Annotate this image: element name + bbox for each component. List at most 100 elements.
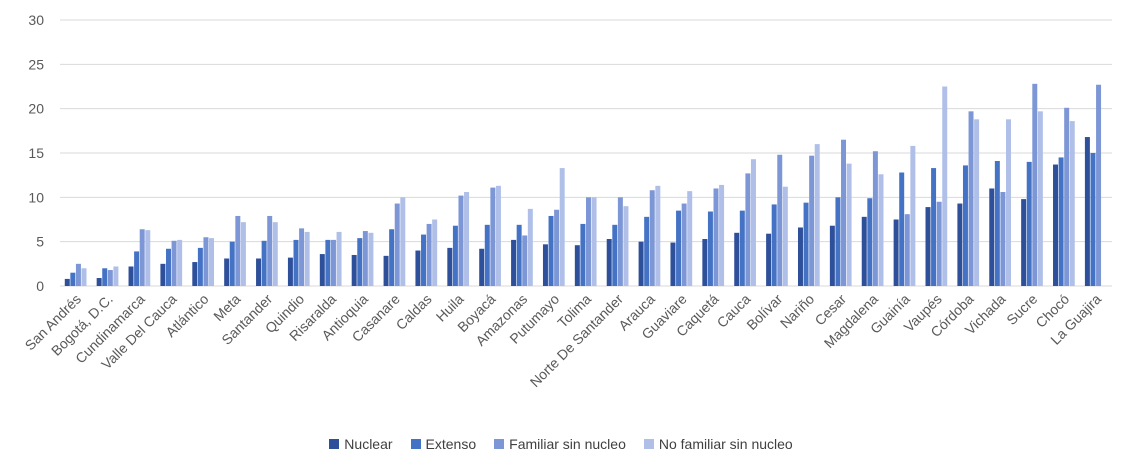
bar: [102, 268, 108, 286]
legend-swatch: [329, 439, 340, 449]
bar: [426, 223, 432, 286]
bar: [542, 244, 548, 286]
y-axis-ticks: 0 5 10 15 20 25 30: [28, 12, 44, 294]
bar: [1064, 107, 1070, 286]
bar: [904, 214, 910, 286]
bar: [1026, 161, 1032, 286]
bar: [707, 211, 713, 286]
bar: [261, 240, 267, 286]
bar: [458, 195, 464, 286]
bar: [128, 266, 134, 286]
bar: [745, 173, 751, 286]
bar: [702, 239, 708, 286]
bar: [325, 239, 331, 286]
bar: [1053, 164, 1058, 286]
bar: [299, 228, 305, 286]
bar: [394, 203, 400, 286]
bar: [606, 239, 612, 286]
bar: [867, 198, 873, 286]
bar: [415, 250, 421, 286]
bar: [713, 188, 719, 286]
bar: [1032, 83, 1038, 286]
bar: [64, 278, 70, 286]
bar: [1006, 119, 1011, 286]
bar: [649, 190, 655, 286]
bar: [490, 187, 496, 286]
bar: [797, 227, 803, 286]
bar: [846, 163, 852, 286]
bar: [878, 174, 884, 286]
bar: [655, 185, 661, 286]
bar: [197, 247, 203, 286]
bar: [942, 86, 948, 286]
bar: [511, 239, 517, 286]
bar: [968, 111, 974, 286]
bar: [644, 216, 650, 286]
bar: [638, 241, 644, 286]
bar: [362, 231, 368, 286]
bar: [612, 224, 618, 286]
y-tick-label: 5: [36, 234, 44, 250]
bar: [145, 230, 151, 286]
bar: [676, 210, 682, 286]
bar: [771, 204, 777, 286]
bar: [452, 225, 458, 286]
bar: [192, 262, 198, 286]
bar: [989, 188, 995, 286]
bar: [1037, 111, 1043, 286]
bar: [1058, 157, 1064, 286]
bar: [522, 235, 528, 286]
bar: [330, 239, 336, 286]
x-tick-label: Caldas: [393, 291, 435, 333]
legend-item: Extenso: [410, 436, 476, 452]
bar: [1084, 137, 1090, 286]
bar: [994, 160, 1000, 286]
legend-label: Nuclear: [344, 436, 393, 452]
bar: [134, 251, 140, 286]
legend-label: No familiar sin nucleo: [658, 436, 793, 452]
bar: [782, 186, 788, 286]
bar: [766, 233, 772, 286]
legend-label: Familiar sin nucleo: [509, 436, 626, 452]
y-tick-label: 10: [28, 189, 44, 205]
bar: [591, 197, 597, 286]
bar: [400, 197, 406, 286]
bar: [113, 266, 119, 286]
bar: [580, 223, 586, 286]
bar: [925, 207, 931, 286]
bar: [899, 172, 905, 286]
y-tick-label: 20: [28, 101, 44, 117]
bar: [931, 168, 937, 286]
bar: [267, 215, 273, 286]
bar: [272, 222, 278, 286]
bar: [554, 209, 560, 286]
x-tick-label: Nariño: [777, 291, 818, 332]
bar: [936, 201, 942, 286]
bar: [574, 245, 580, 286]
bar: [139, 229, 145, 286]
legend-swatch: [494, 439, 505, 449]
y-tick-label: 0: [36, 278, 44, 294]
bar: [829, 225, 835, 286]
bar: [623, 206, 629, 286]
bar: [177, 239, 183, 286]
bar: [447, 247, 453, 286]
x-tick-label: Bolívar: [743, 291, 785, 333]
bar: [479, 248, 485, 286]
y-tick-label: 15: [28, 145, 44, 161]
bar: [351, 254, 357, 286]
bar: [229, 241, 235, 286]
bar: [495, 185, 501, 286]
bar: [1090, 153, 1096, 286]
bar: [719, 184, 725, 286]
bar: [617, 197, 623, 286]
bar: [957, 203, 963, 286]
bar: [432, 219, 438, 286]
bar: [81, 268, 87, 286]
bar: [235, 215, 241, 286]
bar: [70, 272, 76, 286]
bar: [171, 240, 177, 286]
bars: [64, 83, 1102, 286]
